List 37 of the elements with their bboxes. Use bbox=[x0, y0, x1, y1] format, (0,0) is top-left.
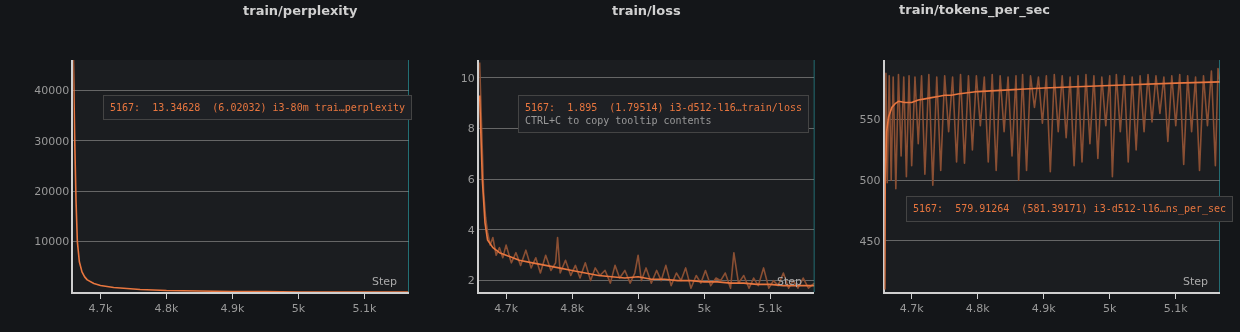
x-tick-label: 4.7k bbox=[899, 302, 925, 316]
annotation: 5167: 1.895 (1.79514) i3-d512-l16…train/loss bbox=[525, 102, 802, 113]
x-tick-label: 4.9k bbox=[1031, 302, 1057, 316]
y-tick-label: 4 bbox=[467, 223, 475, 237]
x-tick-label: 5k bbox=[1103, 302, 1118, 316]
x-tick-label: 4.9k bbox=[626, 302, 651, 316]
chart-title: train/perplexity bbox=[243, 3, 359, 18]
x-tick-label: 5.1k bbox=[352, 302, 378, 316]
y-tick-label: 30000 bbox=[34, 134, 70, 148]
y-tick-label: 450 bbox=[859, 234, 881, 248]
x-tick-label: 4.8k bbox=[965, 302, 991, 316]
y-tick-label: 10000 bbox=[34, 235, 70, 249]
annotation: 5167: 579.91264 (581.39171) i3-d512-l16…ns_per_sec bbox=[913, 203, 1227, 215]
chart-title: train/tokens_per_sec bbox=[899, 2, 1050, 18]
y-tick-label: 2 bbox=[467, 274, 475, 288]
x-axis-title: Step bbox=[1183, 275, 1209, 288]
y-tick-label: 8 bbox=[467, 122, 475, 136]
x-tick-label: 5.1k bbox=[1163, 302, 1189, 316]
y-tick-label: 40000 bbox=[34, 84, 70, 98]
x-tick-label: 4.7k bbox=[88, 302, 114, 316]
x-tick-label: 4.8k bbox=[560, 302, 585, 316]
x-tick-label: 5k bbox=[697, 302, 712, 316]
x-tick-label: 4.9k bbox=[220, 302, 246, 316]
chart-title: train/loss bbox=[612, 3, 681, 18]
annotation: CTRL+C to copy tooltip contents bbox=[525, 115, 712, 126]
y-tick-label: 10 bbox=[460, 71, 475, 85]
y-tick-label: 500 bbox=[859, 174, 881, 188]
y-tick-label: 6 bbox=[467, 173, 475, 187]
x-tick-label: 4.7k bbox=[494, 302, 519, 316]
x-tick-label: 5k bbox=[291, 302, 306, 316]
y-tick-label: 550 bbox=[859, 113, 881, 127]
annotation: 5167: 13.34628 (6.02032) i3-80m trai…perplexity bbox=[110, 102, 406, 113]
x-tick-label: 5.1k bbox=[758, 302, 783, 316]
x-tick-label: 4.8k bbox=[154, 302, 180, 316]
x-axis-title: Step bbox=[372, 275, 398, 288]
x-axis-title: Step bbox=[777, 275, 803, 288]
y-tick-label: 20000 bbox=[34, 184, 70, 198]
